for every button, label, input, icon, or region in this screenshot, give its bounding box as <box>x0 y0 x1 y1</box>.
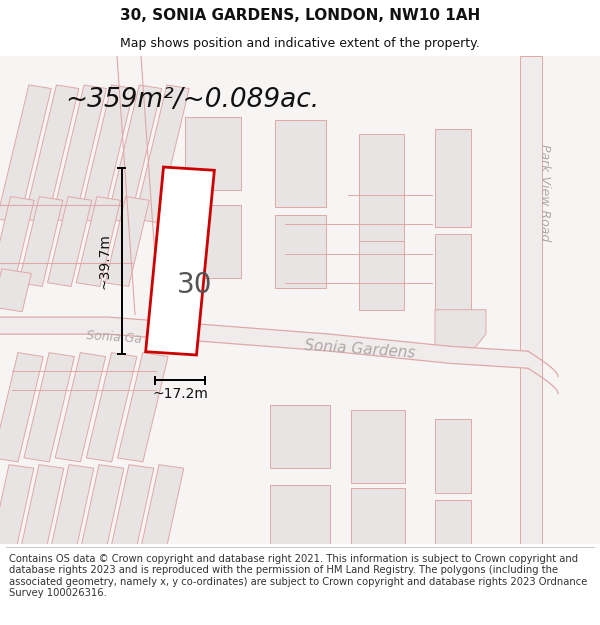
Polygon shape <box>520 56 542 544</box>
Polygon shape <box>47 197 92 286</box>
Text: Park View Road: Park View Road <box>538 144 551 241</box>
Polygon shape <box>80 464 124 554</box>
Polygon shape <box>107 85 161 222</box>
Polygon shape <box>76 197 121 286</box>
Text: Sonia Gardens: Sonia Gardens <box>304 338 416 361</box>
Polygon shape <box>19 197 63 286</box>
Polygon shape <box>0 269 31 312</box>
Polygon shape <box>351 488 405 551</box>
Polygon shape <box>185 118 241 190</box>
Polygon shape <box>52 85 106 222</box>
Polygon shape <box>270 485 330 544</box>
Polygon shape <box>185 205 241 278</box>
Polygon shape <box>146 167 214 355</box>
Text: ~39.7m: ~39.7m <box>98 233 112 289</box>
Polygon shape <box>0 85 51 222</box>
Polygon shape <box>105 197 149 286</box>
Polygon shape <box>0 197 34 286</box>
Polygon shape <box>275 119 325 208</box>
Polygon shape <box>110 464 154 554</box>
Polygon shape <box>118 352 168 462</box>
Polygon shape <box>0 464 34 554</box>
Polygon shape <box>0 317 528 368</box>
Polygon shape <box>50 464 94 554</box>
Text: Sonia Ga: Sonia Ga <box>86 329 142 346</box>
Polygon shape <box>24 352 74 462</box>
Polygon shape <box>275 215 325 288</box>
Text: Map shows position and indicative extent of the property.: Map shows position and indicative extent… <box>120 38 480 51</box>
Polygon shape <box>140 464 184 554</box>
Polygon shape <box>351 410 405 482</box>
Polygon shape <box>435 419 471 492</box>
Polygon shape <box>0 352 43 462</box>
Polygon shape <box>135 85 189 222</box>
Text: ~359m²/~0.089ac.: ~359m²/~0.089ac. <box>65 87 319 113</box>
Polygon shape <box>270 405 330 468</box>
Polygon shape <box>435 234 471 317</box>
Polygon shape <box>359 241 404 310</box>
Polygon shape <box>359 134 404 251</box>
Polygon shape <box>435 310 486 361</box>
Polygon shape <box>80 85 134 222</box>
Text: 30: 30 <box>177 271 213 299</box>
Polygon shape <box>435 500 471 558</box>
Polygon shape <box>20 464 64 554</box>
Text: ~17.2m: ~17.2m <box>152 387 208 401</box>
Polygon shape <box>25 85 79 222</box>
Polygon shape <box>435 129 471 227</box>
Text: Contains OS data © Crown copyright and database right 2021. This information is : Contains OS data © Crown copyright and d… <box>9 554 587 598</box>
Polygon shape <box>86 352 137 462</box>
Polygon shape <box>55 352 106 462</box>
Text: 30, SONIA GARDENS, LONDON, NW10 1AH: 30, SONIA GARDENS, LONDON, NW10 1AH <box>120 8 480 23</box>
